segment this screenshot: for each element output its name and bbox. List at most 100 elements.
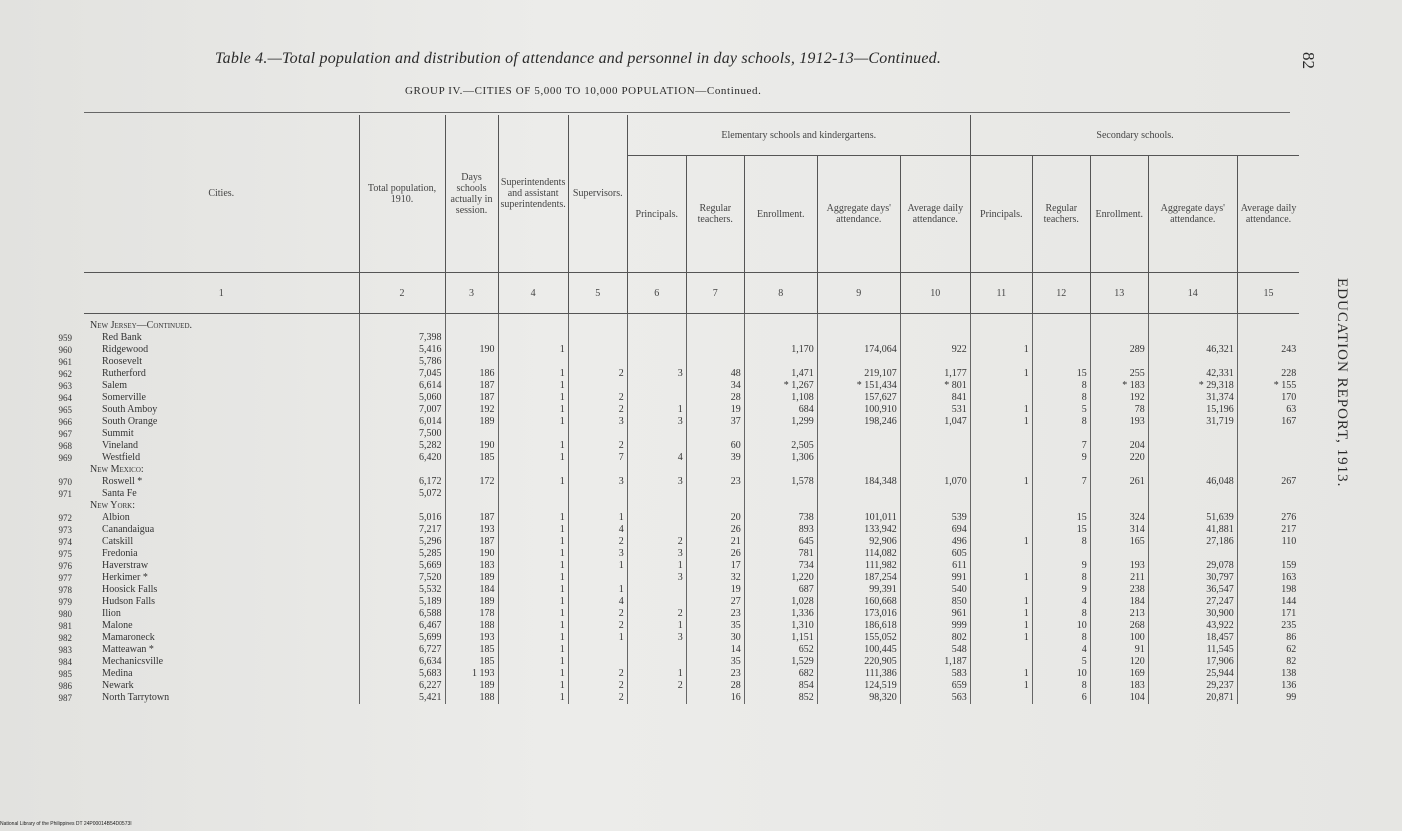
table-cell: 2 — [567, 392, 628, 404]
table-cell: 18,457 — [1147, 632, 1238, 644]
table-cell: 188 — [444, 692, 498, 704]
table-row: South Orange 6,014 189 1 3 3 37 1,299 198,246 1,0… — [84, 416, 1300, 428]
table-cell: 324 — [1089, 512, 1149, 524]
table-cell: * 1,267 — [743, 380, 818, 392]
table-row: Herkimer * 7,520 189 1 3 32 1,220 187,254 991 1 8 2… — [84, 572, 1300, 584]
table-cell: 11,545 — [1147, 644, 1238, 656]
table-cell: 3 — [567, 548, 628, 560]
table-cell — [685, 356, 745, 368]
table-cell: 7,500 — [358, 428, 445, 440]
table-cell: 193 — [444, 524, 498, 536]
city-name: Westfield — [102, 452, 141, 463]
table-cell: 28 — [685, 392, 745, 404]
table-cell: 1,177 — [899, 368, 971, 380]
line-number: 979 — [58, 597, 73, 607]
table-cell: 540 — [899, 584, 971, 596]
table-cell: 7 — [1031, 476, 1091, 488]
table-cell — [1031, 488, 1091, 500]
table-cell: 63 — [1236, 404, 1300, 416]
table-cell: 1 — [969, 596, 1033, 608]
state-heading: New York: — [90, 500, 136, 511]
table-cell: 1 — [497, 476, 569, 488]
table-cell: 694 — [899, 524, 971, 536]
table-cell: 682 — [743, 668, 818, 680]
table-cell: 652 — [743, 644, 818, 656]
table-cell: 2,505 — [743, 440, 818, 452]
table-cell: 190 — [444, 440, 498, 452]
table-row: Mechanicsville 6,634 185 1 35 1,529 220,905 1,1… — [84, 656, 1300, 668]
table-cell: 6,227 — [358, 680, 445, 692]
table-cell: 174,064 — [816, 344, 901, 356]
table-cell: 104 — [1089, 692, 1149, 704]
table-cell: 5 — [1031, 656, 1091, 668]
table-cell: 6,467 — [358, 620, 445, 632]
table-cell: 999 — [899, 620, 971, 632]
line-number: 984 — [58, 657, 73, 667]
line-number: 972 — [58, 513, 73, 523]
table-cell: 192 — [444, 404, 498, 416]
header-elem-principals: Principals. — [626, 155, 687, 273]
table-cell: 82 — [1236, 656, 1300, 668]
table-cell: 167 — [1236, 416, 1300, 428]
table-cell — [816, 488, 901, 500]
table-cell: 184,348 — [816, 476, 901, 488]
table-cell: 1 — [497, 692, 569, 704]
table-row: Somerville 5,060 187 1 2 28 1,108 157,627 841 8 19… — [84, 392, 1300, 404]
table-cell — [743, 332, 818, 344]
header-secondary-group: Secondary schools. — [969, 115, 1300, 156]
table-cell: 1,170 — [743, 344, 818, 356]
table-cell: 173,016 — [816, 608, 901, 620]
table-cell — [1236, 440, 1300, 452]
table-cell — [899, 488, 971, 500]
line-number: 982 — [58, 633, 73, 643]
table-row: Haverstraw 5,669 183 1 1 1 17 734 111,982 611 9 193… — [84, 560, 1300, 572]
table-cell: 1,070 — [899, 476, 971, 488]
table-cell: 187 — [444, 392, 498, 404]
table-cell: 659 — [899, 680, 971, 692]
table-cell — [969, 692, 1033, 704]
table-cell — [497, 428, 569, 440]
table-row: Newark 6,227 189 1 2 2 28 854 124,519 659 1 8 183 29,… — [84, 680, 1300, 692]
table-row: Ridgewood 5,416 190 1 1,170 174,064 922 1 289 46,… — [84, 344, 1300, 356]
table-cell: 496 — [899, 536, 971, 548]
table-cell: 228 — [1236, 368, 1300, 380]
page-number: 82 — [1299, 52, 1318, 69]
table-cell: 155,052 — [816, 632, 901, 644]
table-cell: 110 — [1236, 536, 1300, 548]
table-cell — [969, 380, 1033, 392]
state-heading: New Jersey—Continued. — [90, 320, 192, 331]
table-cell: 2 — [626, 608, 687, 620]
table-cell — [1236, 488, 1300, 500]
table-cell: 48 — [685, 368, 745, 380]
line-number: 976 — [58, 561, 73, 571]
table-cell: 1 — [497, 416, 569, 428]
column-number: 5 — [567, 272, 628, 314]
table-cell: 3 — [567, 476, 628, 488]
table-cell: 4 — [1031, 644, 1091, 656]
table-cell: 1,047 — [899, 416, 971, 428]
city-name: Hoosick Falls — [102, 584, 158, 595]
city-name: Hudson Falls — [102, 596, 156, 607]
table-cell: 15 — [1031, 524, 1091, 536]
city-name: South Amboy — [102, 404, 158, 415]
table-cell — [816, 428, 901, 440]
table-cell: 178 — [444, 608, 498, 620]
table-cell: 144 — [1236, 596, 1300, 608]
table-cell — [899, 428, 971, 440]
header-superintendents: Superintendents and assistant superinten… — [497, 115, 569, 273]
table-cell — [816, 440, 901, 452]
table-cell — [567, 644, 628, 656]
table-cell: 1 — [497, 548, 569, 560]
table-cell: 16 — [685, 692, 745, 704]
city-name: Mamaroneck — [102, 632, 155, 643]
table-cell — [626, 488, 687, 500]
table-row: Santa Fe 5,072 — [84, 488, 1300, 500]
line-number: 977 — [58, 573, 73, 583]
table-cell — [444, 356, 498, 368]
table-cell: 1 — [497, 512, 569, 524]
table-cell: 6,588 — [358, 608, 445, 620]
state-heading-row: New Jersey—Continued. — [84, 320, 1300, 332]
table-cell — [567, 380, 628, 392]
table-cell: 235 — [1236, 620, 1300, 632]
table-cell: 8 — [1031, 380, 1091, 392]
